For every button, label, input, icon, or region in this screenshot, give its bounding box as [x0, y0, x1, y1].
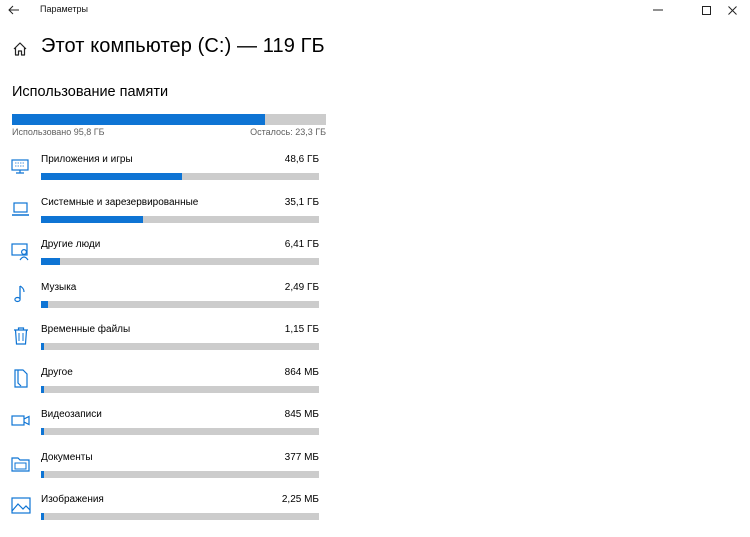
total-usage-fill: [12, 114, 265, 125]
category-name: Системные и зарезервированные: [41, 197, 199, 208]
category-bar-fill: [41, 428, 44, 435]
category-size: 1,15 ГБ: [284, 324, 319, 335]
trash-icon: [14, 327, 28, 345]
apps-icon: [11, 159, 29, 174]
category-bar: [41, 343, 319, 350]
category-bar: [41, 258, 319, 265]
category-size: 2,25 МБ: [281, 494, 319, 505]
category-size: 35,1 ГБ: [284, 197, 319, 208]
category-pictures[interactable]: Изображения 2,25 МБ: [0, 494, 340, 534]
free-label: Осталось: 23,3 ГБ: [250, 127, 326, 137]
minimize-button[interactable]: [640, 0, 676, 20]
category-bar-fill: [41, 471, 44, 478]
category-size: 6,41 ГБ: [284, 239, 319, 250]
category-apps[interactable]: Приложения и игры 48,6 ГБ: [0, 154, 340, 194]
title-bar: Параметры: [0, 0, 750, 20]
category-name: Изображения: [41, 494, 104, 505]
category-name: Временные файлы: [41, 324, 131, 335]
category-size: 48,6 ГБ: [284, 154, 319, 165]
category-bar: [41, 386, 319, 393]
music-icon: [14, 285, 25, 303]
category-bar: [41, 471, 319, 478]
category-name: Другие люди: [41, 239, 101, 250]
category-bar-fill: [41, 343, 45, 350]
category-size: 377 МБ: [284, 452, 319, 463]
category-name: Музыка: [41, 282, 77, 293]
category-size: 845 МБ: [284, 409, 319, 420]
category-system[interactable]: Системные и зарезервированные 35,1 ГБ: [0, 197, 340, 237]
category-name: Видеозаписи: [41, 409, 102, 420]
category-name: Приложения и игры: [41, 154, 133, 165]
used-label: Использовано 95,8 ГБ: [12, 127, 105, 137]
category-bar-fill: [41, 173, 183, 180]
laptop-icon: [12, 202, 29, 216]
category-name: Другое: [41, 367, 73, 378]
pictures-icon: [11, 497, 31, 514]
total-usage-bar: [12, 114, 326, 125]
category-videos[interactable]: Видеозаписи 845 МБ: [0, 409, 340, 449]
category-bar-fill: [41, 386, 44, 393]
page-title: Этот компьютер (C:) — 119 ГБ: [41, 35, 325, 57]
category-bar: [41, 173, 319, 180]
category-bar: [41, 301, 319, 308]
video-icon: [11, 415, 30, 426]
category-bar-fill: [41, 216, 143, 223]
other-people-icon: [11, 243, 29, 261]
back-arrow-icon: [8, 5, 19, 15]
category-size: 2,49 ГБ: [284, 282, 319, 293]
category-other[interactable]: Другое 864 МБ: [0, 367, 340, 407]
category-bar: [41, 513, 319, 520]
category-bar: [41, 428, 319, 435]
category-other-people[interactable]: Другие люди 6,41 ГБ: [0, 239, 340, 279]
category-bar-fill: [41, 301, 49, 308]
category-bar-fill: [41, 258, 60, 265]
category-music[interactable]: Музыка 2,49 ГБ: [0, 282, 340, 322]
close-button[interactable]: [714, 0, 750, 20]
close-icon: [727, 5, 737, 15]
maximize-button[interactable]: [688, 0, 724, 20]
category-bar: [41, 216, 319, 223]
documents-folder-icon: [11, 457, 30, 472]
category-name: Документы: [41, 452, 93, 463]
back-button[interactable]: [0, 0, 28, 20]
page-header: Этот компьютер (C:) — 119 ГБ: [0, 32, 400, 66]
minimize-icon: [653, 9, 663, 11]
section-title: Использование памяти: [12, 84, 169, 100]
category-bar-fill: [41, 513, 44, 520]
category-documents[interactable]: Документы 377 МБ: [0, 452, 340, 492]
other-file-icon: [14, 369, 28, 388]
app-title: Параметры: [40, 4, 88, 14]
maximize-icon: [701, 5, 711, 15]
home-icon[interactable]: [12, 41, 28, 57]
category-temp-files[interactable]: Временные файлы 1,15 ГБ: [0, 324, 340, 364]
category-size: 864 МБ: [284, 367, 319, 378]
